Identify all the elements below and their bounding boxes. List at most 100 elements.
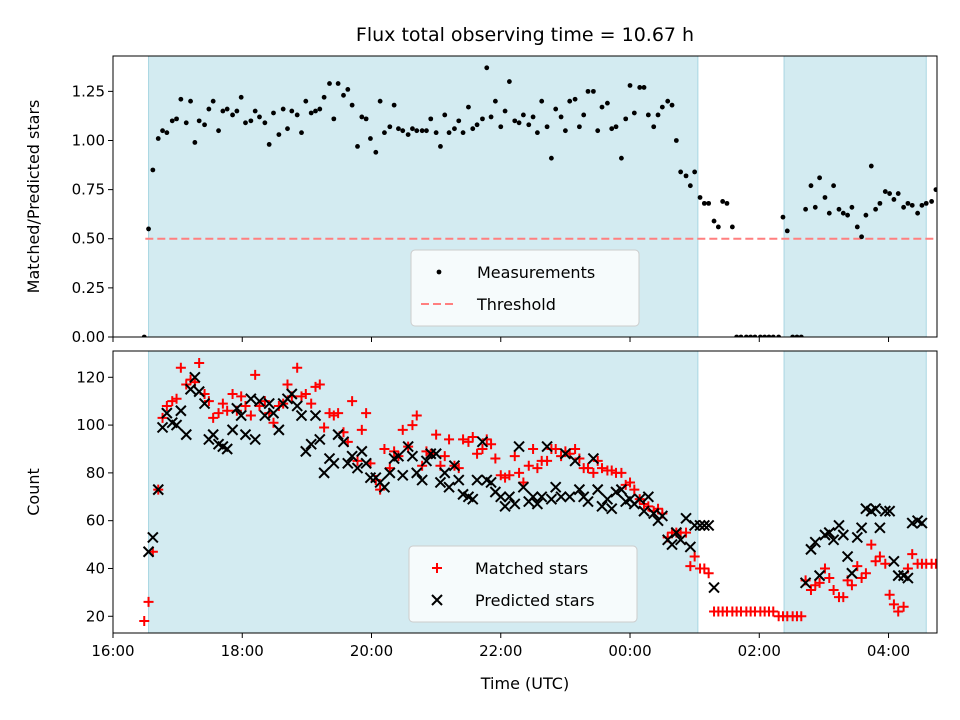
predicted-star-point: [517, 481, 530, 493]
measurement-point: [770, 334, 776, 337]
measurement-point: [230, 112, 235, 118]
predicted-star-point: [453, 474, 465, 486]
predicted-star-point: [221, 443, 233, 455]
matched-star-point: [486, 439, 497, 450]
measurement-point: [276, 132, 282, 138]
predicted-star-point: [670, 526, 683, 539]
predicted-star-point: [503, 491, 516, 503]
matched-star-point: [139, 616, 150, 627]
matched-star-point: [254, 400, 265, 411]
axes-frame: [112, 55, 938, 338]
matched-star-point: [217, 398, 228, 409]
measurement-point: [567, 98, 573, 104]
observing-interval: [783, 56, 927, 337]
measurement-point: [673, 138, 679, 143]
y-tick-label: 60: [86, 512, 105, 530]
measurement-point: [355, 143, 360, 149]
measurement-point: [590, 88, 596, 94]
matched-star-point: [347, 396, 358, 407]
matched-star-point: [250, 369, 261, 380]
predicted-star-point: [314, 433, 326, 446]
measurement-point: [141, 334, 147, 337]
measurement-point: [480, 116, 485, 122]
matched-star-point: [884, 589, 895, 600]
measurement-point: [299, 130, 304, 136]
predicted-star-point: [305, 438, 317, 450]
y-tick-label: 0.00: [72, 328, 105, 346]
matched-star-point: [629, 484, 640, 495]
measurement-point: [859, 234, 865, 240]
measurement-point: [216, 128, 221, 134]
measurement-point: [901, 204, 907, 210]
matched-star-point: [574, 453, 585, 464]
matched-star-point: [397, 424, 408, 435]
predicted-star-point: [443, 481, 455, 493]
measurement-point: [516, 120, 522, 126]
measurement-point: [456, 118, 462, 124]
measurement-point: [368, 136, 373, 141]
measurement-point: [729, 224, 735, 230]
matched-star-point: [570, 443, 581, 454]
matched-star-point: [852, 561, 863, 572]
predicted-star-point: [226, 424, 239, 436]
x-tick-label: 16:00: [91, 642, 134, 660]
matched-star-point: [846, 580, 857, 591]
predicted-star-point: [883, 505, 896, 517]
matched-star-point: [592, 455, 603, 466]
legend-box: [410, 249, 640, 327]
predicted-star-point: [448, 460, 461, 472]
predicted-star-point: [642, 491, 655, 503]
matched-star-point: [236, 391, 247, 402]
predicted-star-point: [420, 455, 433, 467]
measurement-point: [915, 210, 921, 216]
matched-star-point: [866, 539, 877, 550]
matched-star-point: [444, 434, 455, 445]
measurement-point: [887, 191, 893, 196]
measurement-point: [572, 96, 578, 102]
predicted-star-point: [841, 550, 854, 563]
measurement-point: [562, 128, 568, 134]
matched-star-point: [814, 577, 825, 588]
measurement-point: [331, 116, 337, 122]
measurement-point: [665, 98, 671, 104]
matched-star-point: [532, 463, 543, 474]
measurement-point: [631, 110, 637, 116]
legend-label: Measurements: [477, 263, 595, 282]
legend: Matched stars Predicted stars: [408, 545, 638, 623]
measurement-point: [484, 65, 490, 71]
predicted-star-point: [286, 388, 298, 400]
x-tick-label: 04:00: [867, 642, 910, 660]
measurement-point: [317, 106, 323, 112]
matched-star-point: [768, 606, 779, 617]
measurement-point: [641, 85, 647, 90]
predicted-star-point: [499, 500, 511, 513]
predicted-star-point: [235, 409, 247, 422]
measurement-point: [692, 169, 698, 175]
measurement-point: [155, 136, 161, 141]
matched-star-point: [227, 389, 238, 400]
measurement-point: [812, 204, 818, 210]
predicted-star-point: [346, 450, 358, 462]
matched-star-point: [458, 434, 469, 445]
measurement-point: [498, 124, 504, 130]
predicted-star-point: [799, 577, 812, 589]
legend-label: Predicted stars: [475, 591, 595, 610]
matched-star-point: [893, 606, 904, 617]
predicted-star-point: [702, 519, 715, 532]
measurement-point: [581, 112, 587, 118]
predicted-star-point: [513, 440, 525, 453]
predicted-star-point: [392, 450, 405, 462]
predicted-star-point: [601, 493, 614, 505]
measurement-point: [544, 124, 550, 130]
measurement-point: [854, 224, 860, 230]
measurement-point: [452, 126, 457, 132]
measurement-point: [585, 88, 591, 94]
matched-star-point: [518, 477, 529, 488]
matched-star-point: [379, 443, 390, 454]
predicted-star-point: [680, 512, 692, 524]
matched-star-point: [490, 453, 501, 464]
measurement-point: [669, 102, 675, 108]
matched-star-point: [874, 551, 885, 562]
matched-star-point: [333, 408, 344, 419]
